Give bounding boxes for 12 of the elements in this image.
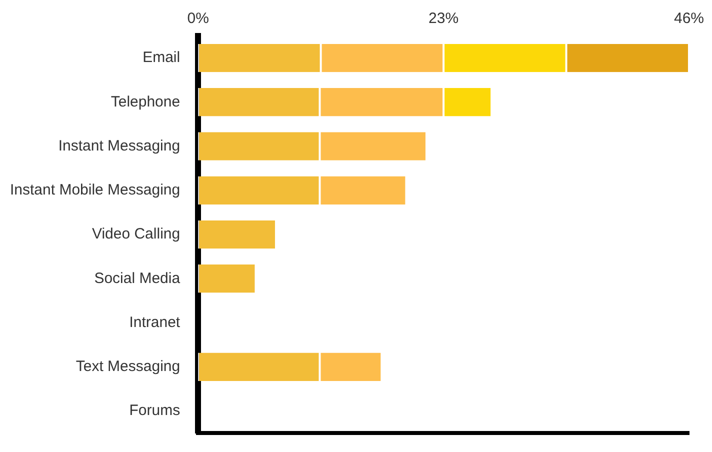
y-tick-label: Social Media: [94, 270, 181, 287]
x-tick-label: 0%: [187, 10, 209, 28]
y-tick-label: Email: [142, 49, 180, 66]
y-tick-label: Instant Mobile Messaging: [10, 182, 180, 199]
y-tick-label: Instant Messaging: [58, 137, 180, 154]
y-tick-label: Forums: [129, 402, 180, 420]
y-tick-label: Intranet: [129, 314, 181, 331]
y-tick-label: Telephone: [110, 93, 180, 110]
y-tick-label: Text Messaging: [76, 358, 180, 375]
y-tick-label: Video Calling: [92, 226, 180, 243]
x-tick-label: 23%: [428, 10, 459, 28]
x-tick-label: 46%: [674, 10, 704, 28]
